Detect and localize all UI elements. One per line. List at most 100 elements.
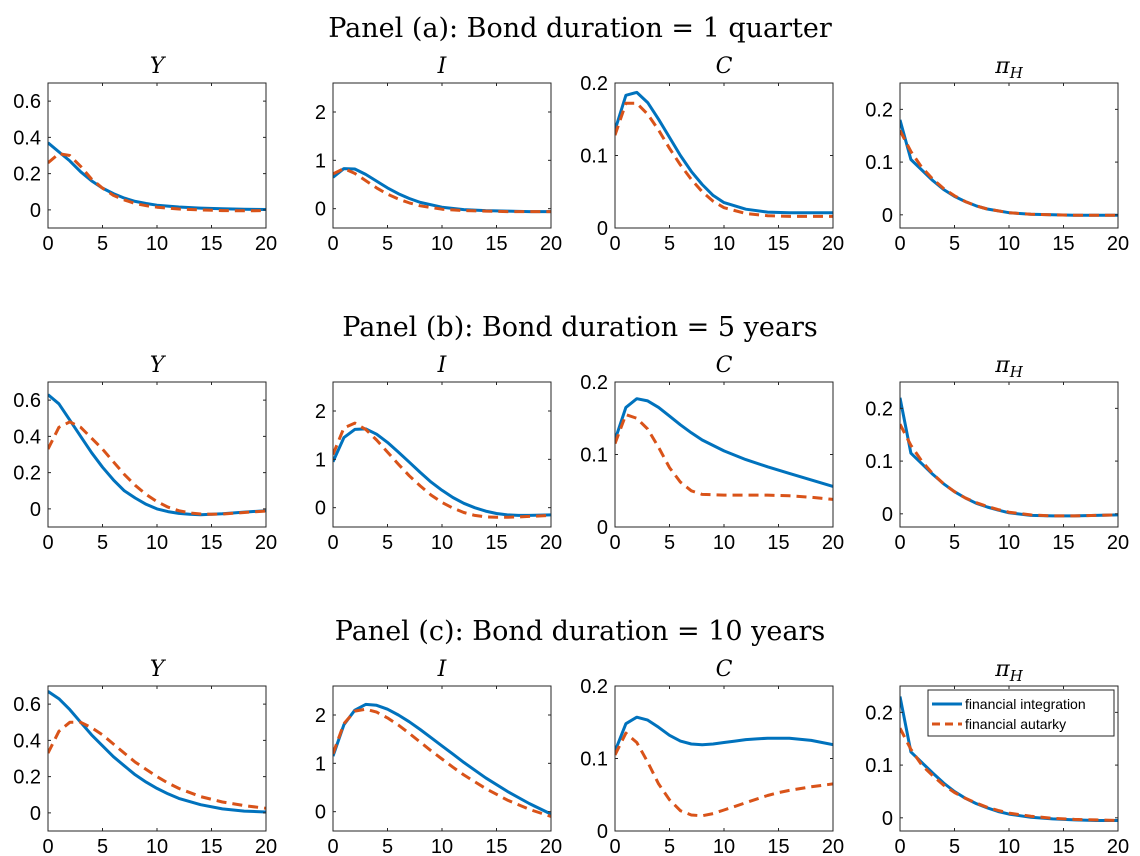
series-line-financial-autarky [48,152,266,213]
subplot-title: Y [150,657,167,682]
x-tick-label: 5 [97,233,108,255]
series-line-financial-autarky [900,129,1118,217]
x-tick-label: 10 [431,233,453,255]
y-tick-label: 0.2 [580,372,608,394]
subplot-1-2: C 0 5 10 15 20 0 0.1 0.2 [580,353,844,554]
x-tick-label: 10 [146,836,168,856]
x-tick-label: 0 [609,233,620,255]
subplot-2-1: I 0 5 10 15 20 0 1 2 [315,657,562,856]
y-tick-label: 0.2 [13,463,41,485]
legend-label-financial-autarky: financial autarky [965,716,1066,732]
x-tick-label: 15 [1052,836,1074,856]
x-tick-label: 5 [382,233,393,255]
x-tick-label: 0 [894,532,905,554]
x-tick-label: 20 [822,233,844,255]
y-tick-label: 0 [882,205,893,227]
series-line-financial-autarky [48,720,266,810]
series-line-financial-integration [333,427,551,517]
y-tick-label: 0 [882,808,893,830]
x-tick-label: 15 [767,532,789,554]
series-line-financial-autarky [333,707,551,818]
series-line-financial-integration [900,119,1118,217]
x-tick-label: 20 [255,233,277,255]
panel-b-title: Panel (b): Bond duration = 5 years [342,312,817,343]
x-tick-label: 10 [998,836,1020,856]
x-tick-label: 15 [767,836,789,856]
x-tick-label: 0 [894,836,905,856]
x-tick-label: 10 [146,233,168,255]
x-tick-label: 5 [382,532,393,554]
y-tick-label: 0.6 [13,390,41,412]
x-tick-label: 0 [327,532,338,554]
y-tick-label: 0 [597,517,608,539]
series-line-financial-autarky [615,101,833,218]
x-tick-label: 5 [97,836,108,856]
y-tick-label: 1 [315,449,326,471]
x-tick-label: 0 [42,233,53,255]
x-tick-label: 10 [713,532,735,554]
series-line-financial-integration [48,393,266,517]
y-tick-label: 0 [315,498,326,520]
y-tick-label: 0.6 [13,91,41,113]
subplot-2-2: C 0 5 10 15 20 0 0.1 0.2 [580,657,844,856]
y-tick-label: 0.1 [580,146,608,168]
y-tick-label: 0.4 [13,730,41,752]
series-line-financial-autarky [615,731,833,818]
x-tick-label: 15 [485,532,507,554]
y-tick-label: 0 [882,504,893,526]
subplot-title: I [437,353,448,378]
subplot-title: πH [994,54,1023,82]
subplot-title: Y [150,353,167,378]
subplot-0-0: Y 0 5 10 15 20 0 0.2 0.4 0.6 [13,54,277,255]
axis-box [899,381,1119,528]
subplot-title: C [716,54,733,79]
x-tick-label: 0 [327,233,338,255]
panel-c-title: Panel (c): Bond duration = 10 years [335,616,825,647]
legend: financial integration financial autarky [927,689,1115,737]
x-tick-label: 20 [822,836,844,856]
x-tick-label: 0 [42,532,53,554]
x-tick-label: 5 [664,233,675,255]
x-tick-label: 20 [255,836,277,856]
x-tick-label: 20 [1107,836,1129,856]
x-tick-label: 0 [609,532,620,554]
y-tick-label: 2 [315,401,326,423]
x-tick-label: 15 [485,233,507,255]
x-tick-label: 5 [949,532,960,554]
x-tick-label: 20 [540,233,562,255]
y-tick-label: 0.4 [13,127,41,149]
x-tick-label: 20 [540,836,562,856]
x-tick-label: 5 [382,836,393,856]
x-tick-label: 15 [1052,233,1074,255]
x-tick-label: 10 [146,532,168,554]
x-tick-label: 15 [767,233,789,255]
y-tick-label: 0.1 [580,749,608,771]
y-tick-label: 0.2 [13,767,41,789]
y-tick-label: 0.2 [13,164,41,186]
y-tick-label: 1 [315,150,326,172]
panel-a-title: Panel (a): Bond duration = 1 quarter [328,13,832,44]
subplot-title: I [437,657,448,682]
y-tick-label: 0 [30,499,41,521]
x-tick-label: 0 [609,836,620,856]
x-tick-label: 20 [255,532,277,554]
x-tick-label: 5 [97,532,108,554]
y-tick-label: 1 [315,753,326,775]
series-line-financial-integration [900,397,1118,518]
x-tick-label: 20 [540,532,562,554]
y-tick-label: 0.2 [580,73,608,95]
subplot-title: I [437,54,448,79]
legend-label-financial-integration: financial integration [965,696,1086,712]
subplot-1-0: Y 0 5 10 15 20 0 0.2 0.4 0.6 [13,353,277,554]
series-line-financial-integration [48,690,266,814]
subplot-0-1: I 0 5 10 15 20 0 1 2 [315,54,562,255]
y-tick-label: 0.1 [580,445,608,467]
y-tick-label: 2 [315,102,326,124]
y-tick-label: 0.2 [865,398,893,420]
x-tick-label: 10 [998,532,1020,554]
x-tick-label: 10 [713,233,735,255]
axis-box [614,381,834,528]
x-tick-label: 10 [998,233,1020,255]
